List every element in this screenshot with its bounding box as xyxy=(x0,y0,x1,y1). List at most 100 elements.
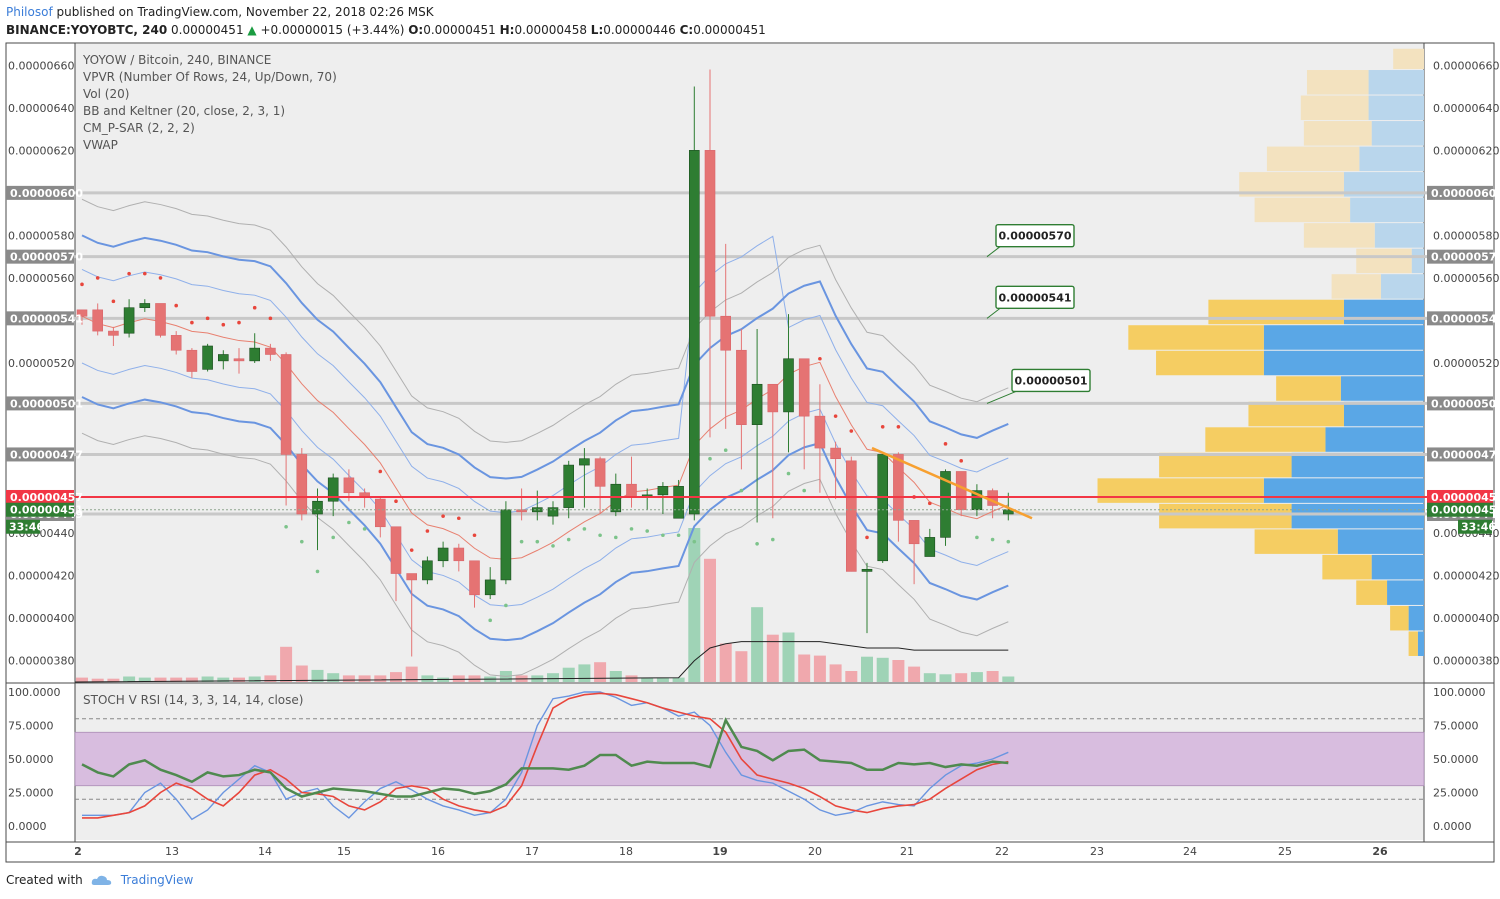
vpvr-up-bar xyxy=(1356,580,1388,605)
candle-body xyxy=(108,330,119,336)
level-tag-right-bg xyxy=(1427,185,1493,200)
candle-body xyxy=(924,537,936,557)
sar-dot xyxy=(174,303,178,308)
sar-dot xyxy=(80,282,84,287)
vpvr-down-bar xyxy=(1291,503,1424,529)
candle-body xyxy=(563,464,575,508)
vpvr-down-bar xyxy=(1368,95,1424,121)
price-tick-right: 0.00000400 xyxy=(1433,612,1499,625)
candle-body xyxy=(280,354,292,455)
candle-body xyxy=(296,454,308,515)
volume-bar xyxy=(154,677,167,682)
vpvr-down-bar xyxy=(1291,452,1424,478)
candle-body xyxy=(579,458,590,466)
volume-bar xyxy=(578,664,591,682)
callout-pointer xyxy=(986,307,1001,319)
level-tag-right-bg xyxy=(1427,311,1493,326)
volume-bar xyxy=(405,666,418,682)
price-tick-right: 0.00000380 xyxy=(1433,655,1499,668)
candle-body xyxy=(422,560,433,581)
vpvr-down-bar xyxy=(1325,427,1424,452)
candle-body xyxy=(186,349,198,372)
price-tick-right: 0.00000420 xyxy=(1433,570,1499,583)
candle-body xyxy=(76,309,88,317)
candle-body xyxy=(908,520,920,545)
author-link[interactable]: Philosof xyxy=(6,5,53,19)
vpvr-down-bar xyxy=(1337,529,1424,554)
symbol-label: BINANCE:YOYOBTC, 240 xyxy=(6,23,168,37)
time-tick: 24 xyxy=(1183,845,1197,858)
stoch-tick-right: 100.0000 xyxy=(1433,686,1486,699)
vpvr-up-bar xyxy=(1393,48,1424,70)
time-tick: 22 xyxy=(995,845,1009,858)
vpvr-down-bar xyxy=(1380,274,1424,299)
volume-bar xyxy=(970,672,983,682)
vpvr-down-bar xyxy=(1411,248,1424,274)
volume-bars xyxy=(74,528,1015,683)
countdown-left: 33:46 xyxy=(9,521,44,534)
volume-bar xyxy=(138,677,151,682)
time-tick: 17 xyxy=(525,845,539,858)
countdown-right: 33:46 xyxy=(1461,521,1496,534)
vpvr-up-bar xyxy=(1156,350,1264,376)
publish-info: published on TradingView.com, November 2… xyxy=(56,5,434,19)
sar-dot xyxy=(300,539,304,544)
level-tag-left-bg xyxy=(6,447,74,462)
candle-body xyxy=(845,460,857,572)
time-tick: 25 xyxy=(1278,845,1292,858)
volume-bar xyxy=(672,677,685,682)
sar-dot xyxy=(95,276,100,280)
stoch-rsi-line xyxy=(81,717,1009,798)
level-tag-right-bg xyxy=(1427,249,1493,264)
sar-dot xyxy=(457,516,461,521)
vpvr-up-bar xyxy=(1266,146,1360,172)
candle-body xyxy=(469,560,480,596)
volume-bar xyxy=(688,528,701,682)
candle-body xyxy=(955,471,967,511)
sar-dot xyxy=(708,456,712,461)
vpvr-up-bar xyxy=(1254,197,1351,223)
volume-bar xyxy=(421,675,434,682)
time-tick: 15 xyxy=(337,845,351,858)
sar-dot xyxy=(975,535,979,540)
open-value: 0.00000451 xyxy=(423,23,496,37)
current-high-tag-left-bg xyxy=(6,489,74,504)
time-tick: 19 xyxy=(712,845,727,858)
vwap-line xyxy=(74,641,1009,683)
sar-dot xyxy=(378,469,383,474)
volume-bar xyxy=(735,651,748,682)
candle-body xyxy=(218,354,229,362)
vpvr-up-bar xyxy=(1205,427,1326,452)
volume-bar xyxy=(719,643,732,682)
candle-body xyxy=(390,526,402,574)
time-tick: 18 xyxy=(619,845,633,858)
volume-bar xyxy=(358,675,371,682)
sar-dot xyxy=(865,535,869,540)
price-tick-left: 0.00000400 xyxy=(8,612,74,625)
candle-body xyxy=(626,483,637,498)
legend-item: VWAP xyxy=(83,138,118,152)
current-high-tag-right: 0.00000457 xyxy=(1431,491,1500,504)
tradingview-link[interactable]: TradingView xyxy=(120,873,194,887)
candle-body xyxy=(893,454,904,521)
volume-bar xyxy=(547,673,559,682)
stoch-tick-left: 100.0000 xyxy=(8,686,61,699)
volume-bar xyxy=(185,677,198,682)
volume-bar xyxy=(248,676,261,682)
sar-dot xyxy=(786,471,791,476)
level-tag-left: 0.00000501 xyxy=(10,397,83,410)
vpvr-up-bar xyxy=(1159,503,1292,529)
volume-bar xyxy=(594,662,607,682)
stoch-tick-right: 25.0000 xyxy=(1433,787,1479,800)
candle-body xyxy=(327,477,339,502)
volume-bar xyxy=(641,677,654,682)
volume-bar xyxy=(342,675,355,682)
volume-bar xyxy=(782,632,795,682)
parabolic-sar xyxy=(80,271,1011,623)
candle-body xyxy=(673,486,684,519)
volume-bar xyxy=(327,673,340,682)
sar-dot xyxy=(268,316,273,321)
low-value: 0.00000446 xyxy=(603,23,676,37)
legend-item: CM_P-SAR (2, 2, 2) xyxy=(83,121,195,135)
